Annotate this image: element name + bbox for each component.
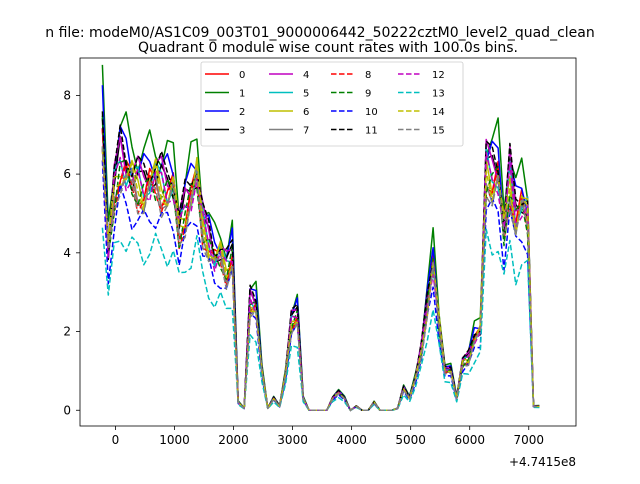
legend-label-12: 12 — [432, 70, 445, 81]
legend-label-9: 9 — [365, 89, 371, 100]
x-tick-label: 6000 — [454, 433, 485, 447]
plot-area — [101, 64, 540, 412]
x-tick-label: 7000 — [513, 433, 544, 447]
x-tick-label: 3000 — [277, 433, 308, 447]
legend-label-3: 3 — [239, 126, 245, 137]
y-tick-label: 6 — [63, 167, 71, 181]
legend-label-1: 1 — [239, 89, 245, 100]
series-line-10 — [101, 160, 540, 412]
legend-label-0: 0 — [239, 70, 245, 81]
axes-frame — [79, 57, 577, 427]
legend-label-10: 10 — [365, 107, 378, 118]
series-line-8 — [101, 129, 540, 412]
legend-box — [200, 61, 464, 147]
series-line-9 — [101, 115, 540, 412]
legend-label-13: 13 — [432, 89, 445, 100]
legend-label-5: 5 — [303, 89, 309, 100]
series-line-0 — [101, 128, 540, 412]
y-tick-label: 2 — [63, 325, 71, 339]
x-tick-label: 4000 — [336, 433, 367, 447]
y-tick-label: 0 — [63, 403, 71, 417]
axis-ticks: 0 1000 2000 3000 4000 5000 6000 7000 0 2 4 6 8 — [63, 88, 544, 447]
figure-suptitle: n file: modeM0/AS1C09_003T01_9000006442_… — [45, 25, 594, 41]
x-tick-label: 1000 — [159, 433, 190, 447]
series-line-15 — [101, 146, 540, 412]
legend-label-6: 6 — [303, 107, 309, 118]
chart-title: Quadrant 0 module wise count rates with … — [138, 40, 518, 56]
x-tick-label: 0 — [112, 433, 120, 447]
y-tick-label: 8 — [63, 88, 71, 102]
legend-label-4: 4 — [303, 70, 309, 81]
x-offset-label: +4.7415e8 — [509, 455, 576, 469]
legend-label-8: 8 — [365, 70, 371, 81]
x-tick-label: 2000 — [218, 433, 249, 447]
legend-label-7: 7 — [303, 126, 309, 137]
legend-label-14: 14 — [432, 107, 445, 118]
y-tick-label: 4 — [63, 246, 71, 260]
legend-label-11: 11 — [365, 126, 378, 137]
legend-label-15: 15 — [432, 126, 445, 137]
series-line-4 — [101, 127, 540, 412]
x-tick-label: 5000 — [395, 433, 426, 447]
series-line-13 — [101, 227, 540, 412]
legend-label-2: 2 — [239, 107, 245, 118]
